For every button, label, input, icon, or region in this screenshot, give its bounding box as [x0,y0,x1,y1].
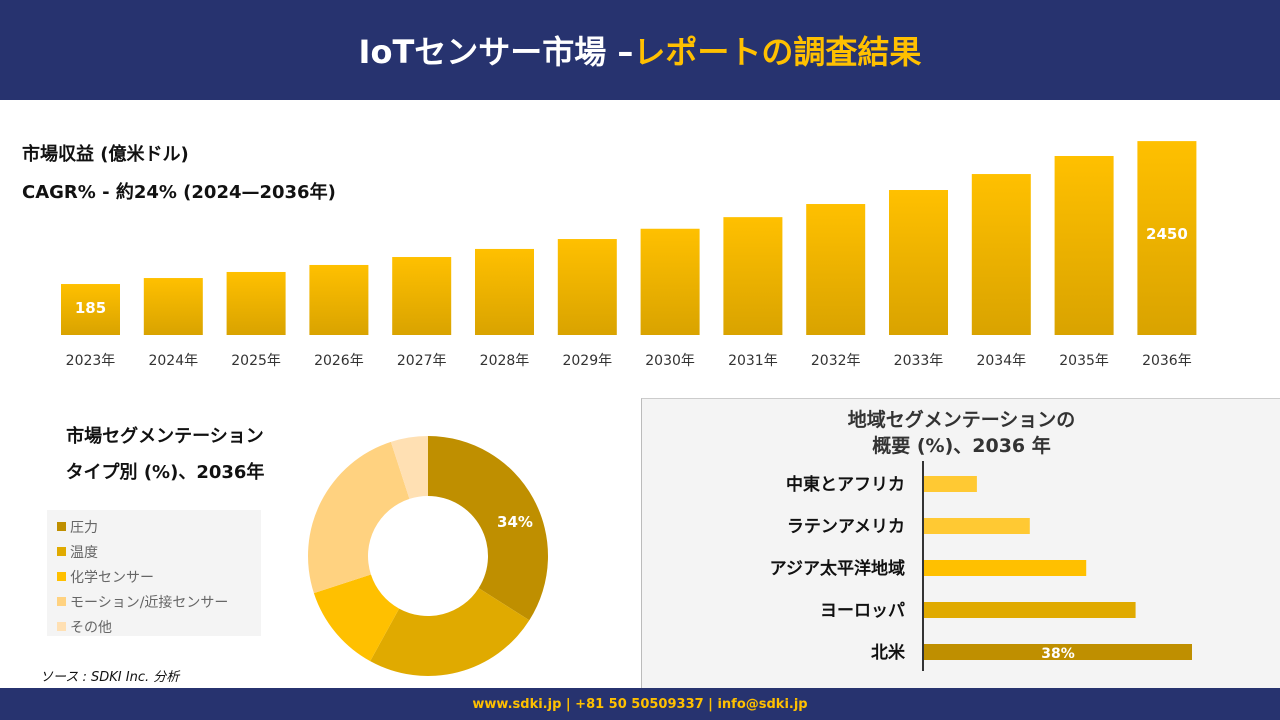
x-tick-label: 2025年 [231,353,281,369]
region-title-line1: 地域セグメンテーションの [847,409,1076,431]
x-tick-label: 2030年 [645,353,695,369]
bar-2036年 [1137,141,1197,335]
region-label: ヨーロッパ [820,601,905,621]
bar-2032年 [806,204,866,335]
legend-item: その他 [57,614,251,639]
data-label: 2450 [1146,225,1188,243]
legend-label: 化学センサー [70,569,154,586]
legend-swatch [57,572,66,581]
region-label: アジア太平洋地域 [770,558,905,579]
x-tick-label: 2028年 [480,353,530,369]
legend-label: その他 [70,619,112,636]
region-bar-0 [924,476,977,492]
title-main: IoTセンサー市場 – [358,33,634,71]
legend-item: 温度 [57,539,251,564]
x-tick-label: 2034年 [976,353,1026,369]
bar-2026年 [309,264,369,335]
bar-2025年 [226,271,286,335]
region-segment-panel: 地域セグメンテーションの 概要 (%)、2036 年 中東とアフリカ ラテンアメリ… [641,398,1280,688]
legend-label: 圧力 [70,519,98,536]
x-tick-label: 2024年 [148,353,198,369]
legend-swatch [57,522,66,531]
donut-slice-4 [390,436,428,499]
x-tick-label: 2031年 [728,353,778,369]
donut-slice-2 [313,574,400,662]
type-segment-panel: 市場セグメンテーション タイプ別 (%)、2036年 圧力温度化学センサーモーシ… [0,398,640,688]
bar-2028年 [475,248,534,335]
bar-2029年 [557,239,617,335]
legend-label: 温度 [70,544,98,561]
bar-2033年 [889,190,948,335]
bar-2024年 [143,278,203,335]
region-label: 北米 [871,642,906,663]
bar-2034年 [971,174,1031,335]
bar-2031年 [723,217,783,335]
revenue-chart-subtitle: CAGR% - 約24% (2024—2036年) [22,182,336,203]
legend-swatch [57,622,66,631]
x-tick-label: 2023年 [66,353,116,369]
x-tick-label: 2035年 [1059,353,1109,369]
donut-slice-0 [428,436,548,621]
legend-label: モーション/近接センサー [70,594,229,611]
x-tick-label: 2026年 [314,353,364,369]
bar-2023年 [61,284,120,335]
donut-slice-1 [370,588,530,676]
bar-2035年 [1054,155,1114,335]
footer-contact: www.sdki.jp | +81 50 50509337 | info@sdk… [0,688,1280,720]
revenue-chart-title: 市場収益 (億米ドル) [22,144,189,165]
source-note: ソース : SDKI Inc. 分析 [40,670,180,685]
title-accent: レポートの調査結果 [633,33,922,71]
bar-2027年 [392,257,452,335]
donut-slice-3 [308,441,410,594]
header-banner: IoTセンサー市場 – レポートの調査結果 [0,0,1280,100]
x-tick-label: 2036年 [1142,353,1192,369]
type-legend: 圧力温度化学センサーモーション/近接センサー その他 [47,510,261,636]
region-label: ラテンアメリカ [787,517,905,537]
x-tick-label: 2029年 [562,353,612,369]
legend-swatch [57,597,66,606]
x-tick-label: 2027年 [397,353,447,369]
legend-item: 圧力 [57,514,251,539]
region-bar-4 [924,644,1192,660]
x-tick-label: 2033年 [894,353,944,369]
legend-swatch [57,547,66,556]
legend-item: モーション/近接センサー [57,589,251,614]
region-data-label: 38% [1041,646,1075,662]
region-bar-3 [924,602,1136,618]
x-tick-label: 2032年 [811,353,861,369]
revenue-bar-chart: 2023年 185 2024年 2025年 2026年 2027年 2028年 2029年 20… [61,141,1197,369]
region-title-line2: 概要 (%)、2036 年 [872,435,1051,457]
region-label: 中東とアフリカ [786,474,905,495]
data-label: 185 [75,299,106,317]
donut-data-label: 34% [497,513,533,531]
type-donut-chart: 34% [308,436,548,676]
type-title-line2: タイプ別 (%)、2036年 [65,462,265,483]
legend-item: 化学センサー [57,564,251,589]
region-bar-2 [924,560,1087,576]
region-bar-1 [924,518,1030,534]
type-title-line1: 市場セグメンテーション [66,426,264,447]
bar-2030年 [640,228,700,335]
